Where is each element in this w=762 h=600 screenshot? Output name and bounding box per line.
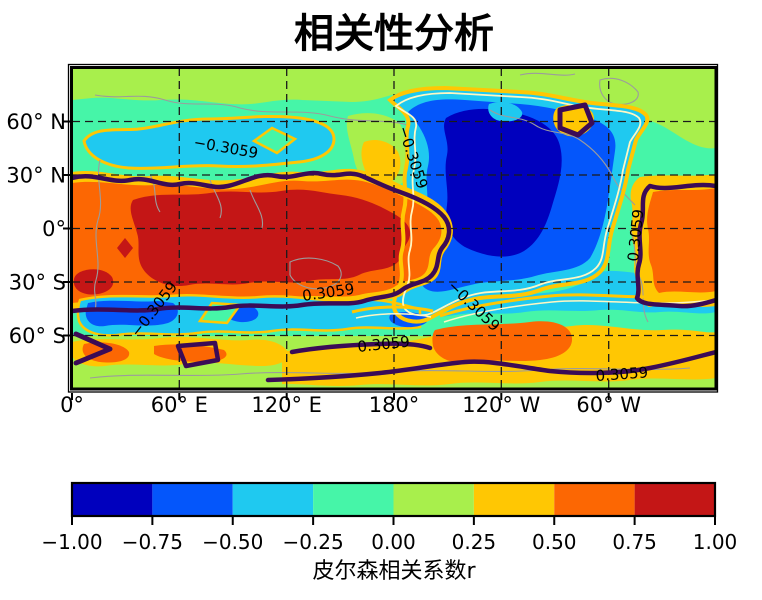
colorbar-tick-label: 0.25	[452, 530, 497, 554]
contour-label: 0.3059	[624, 208, 647, 262]
fill-left-red-patch	[73, 269, 114, 295]
fill-southern-orange-patches	[82, 342, 227, 363]
axis-ticks	[63, 120, 610, 400]
coastline-north-america	[489, 109, 636, 206]
coastline-africa-west	[94, 159, 102, 311]
contour-neg-southeast-gold	[439, 292, 716, 318]
colorbar-tick-label: 0.50	[532, 530, 577, 554]
contour-pos-southern-1	[289, 341, 433, 355]
positive-significance-contours	[72, 102, 716, 383]
y-tick-label: 30° N	[6, 164, 66, 188]
contour-neg-pacific-gold	[387, 85, 650, 324]
colorbar-segment	[72, 483, 153, 516]
coastline-south-asia	[149, 174, 264, 229]
contour-neg-south-sliver-gold	[351, 305, 434, 314]
colorbar-tick-label: −0.50	[202, 530, 263, 554]
y-axis-labels: 60° N 30° N 0° 30° S 60° S	[6, 110, 66, 348]
colorbar: −1.00 −0.75 −0.50 −0.25 0.00 0.25 0.50 0…	[41, 481, 737, 584]
fill-small-red-diamond	[117, 238, 133, 258]
fill-southern-orange-blob	[432, 321, 573, 363]
contour-pos-quad-ring	[175, 340, 221, 369]
colorbar-tick-label: −0.75	[122, 530, 183, 554]
contour-pos-southern-2	[265, 349, 716, 383]
colorbar-tick-labels: −1.00 −0.75 −0.50 −0.25 0.00 0.25 0.50 0…	[41, 530, 737, 554]
coastline-australia	[289, 257, 342, 290]
colorbar-segment	[473, 483, 555, 516]
colorbar-segment	[313, 483, 394, 516]
fill-topright-cyan-wedge	[488, 101, 523, 122]
fill-japan-gold	[361, 140, 401, 183]
x-tick-label: 120° W	[462, 393, 540, 417]
chart-title: 相关性分析	[294, 11, 494, 57]
y-tick-label: 30° S	[9, 271, 66, 295]
colorbar-ticks	[71, 516, 716, 525]
x-axis-labels: 0° 60° E 120° E 180° 120° W 60° W	[60, 393, 641, 417]
colorbar-segment	[152, 483, 233, 516]
colorbar-tick-label: −0.25	[282, 530, 343, 554]
contour-label: 0.3059	[595, 363, 649, 385]
contour-pos-hudson-ring	[557, 102, 595, 138]
x-tick-label: 180°	[369, 393, 420, 417]
colorbar-segment	[393, 483, 474, 516]
coastline-greenland-arctic	[519, 72, 639, 105]
colorbar-tick-label: −1.00	[41, 530, 102, 554]
x-tick-label: 0°	[60, 393, 84, 417]
contour-pos-warmpool	[72, 170, 452, 314]
fill-warmpool-darkred-core	[130, 189, 411, 287]
fill-pacific-darkblue-core	[444, 108, 562, 257]
x-tick-label: 60° E	[151, 393, 208, 417]
fill-arctic-band	[72, 68, 716, 149]
fill-north-band-diamond-hole	[251, 126, 298, 155]
contour-neg-south-sliver-cream	[355, 313, 432, 319]
x-tick-label: 60° W	[576, 393, 641, 417]
colorbar-tick-label: 0.00	[371, 530, 416, 554]
x-tick-label: 120° E	[251, 393, 322, 417]
grid-lines	[72, 68, 716, 389]
y-tick-label: 60° S	[9, 324, 66, 348]
colorbar-tick-label: 1.00	[693, 530, 738, 554]
contour-pos-atlantic	[634, 182, 716, 309]
coastline-eurasia-north	[94, 94, 411, 127]
colorbar-axis-label: 皮尔森相关系数r	[312, 559, 476, 584]
axes-inner-frame	[70, 66, 718, 391]
colorbar-tick-label: 0.75	[612, 530, 657, 554]
fill-atlantic-orange	[647, 188, 716, 293]
fill-south-blue-blob-a	[85, 300, 178, 327]
contour-label: 0.3059	[357, 333, 411, 356]
y-tick-label: 60° N	[6, 110, 66, 134]
y-tick-label: 0°	[42, 217, 66, 241]
contour-pos-chevron	[73, 331, 113, 366]
colorbar-segment	[232, 483, 314, 516]
colorbar-segment	[634, 483, 715, 516]
map-plot-area: −0.3059 −0.3059 −0.3059 −0.3059 0.3059 0…	[72, 68, 716, 389]
colorbar-segment	[554, 483, 635, 516]
contour-neg-pacific-cream	[394, 92, 642, 317]
